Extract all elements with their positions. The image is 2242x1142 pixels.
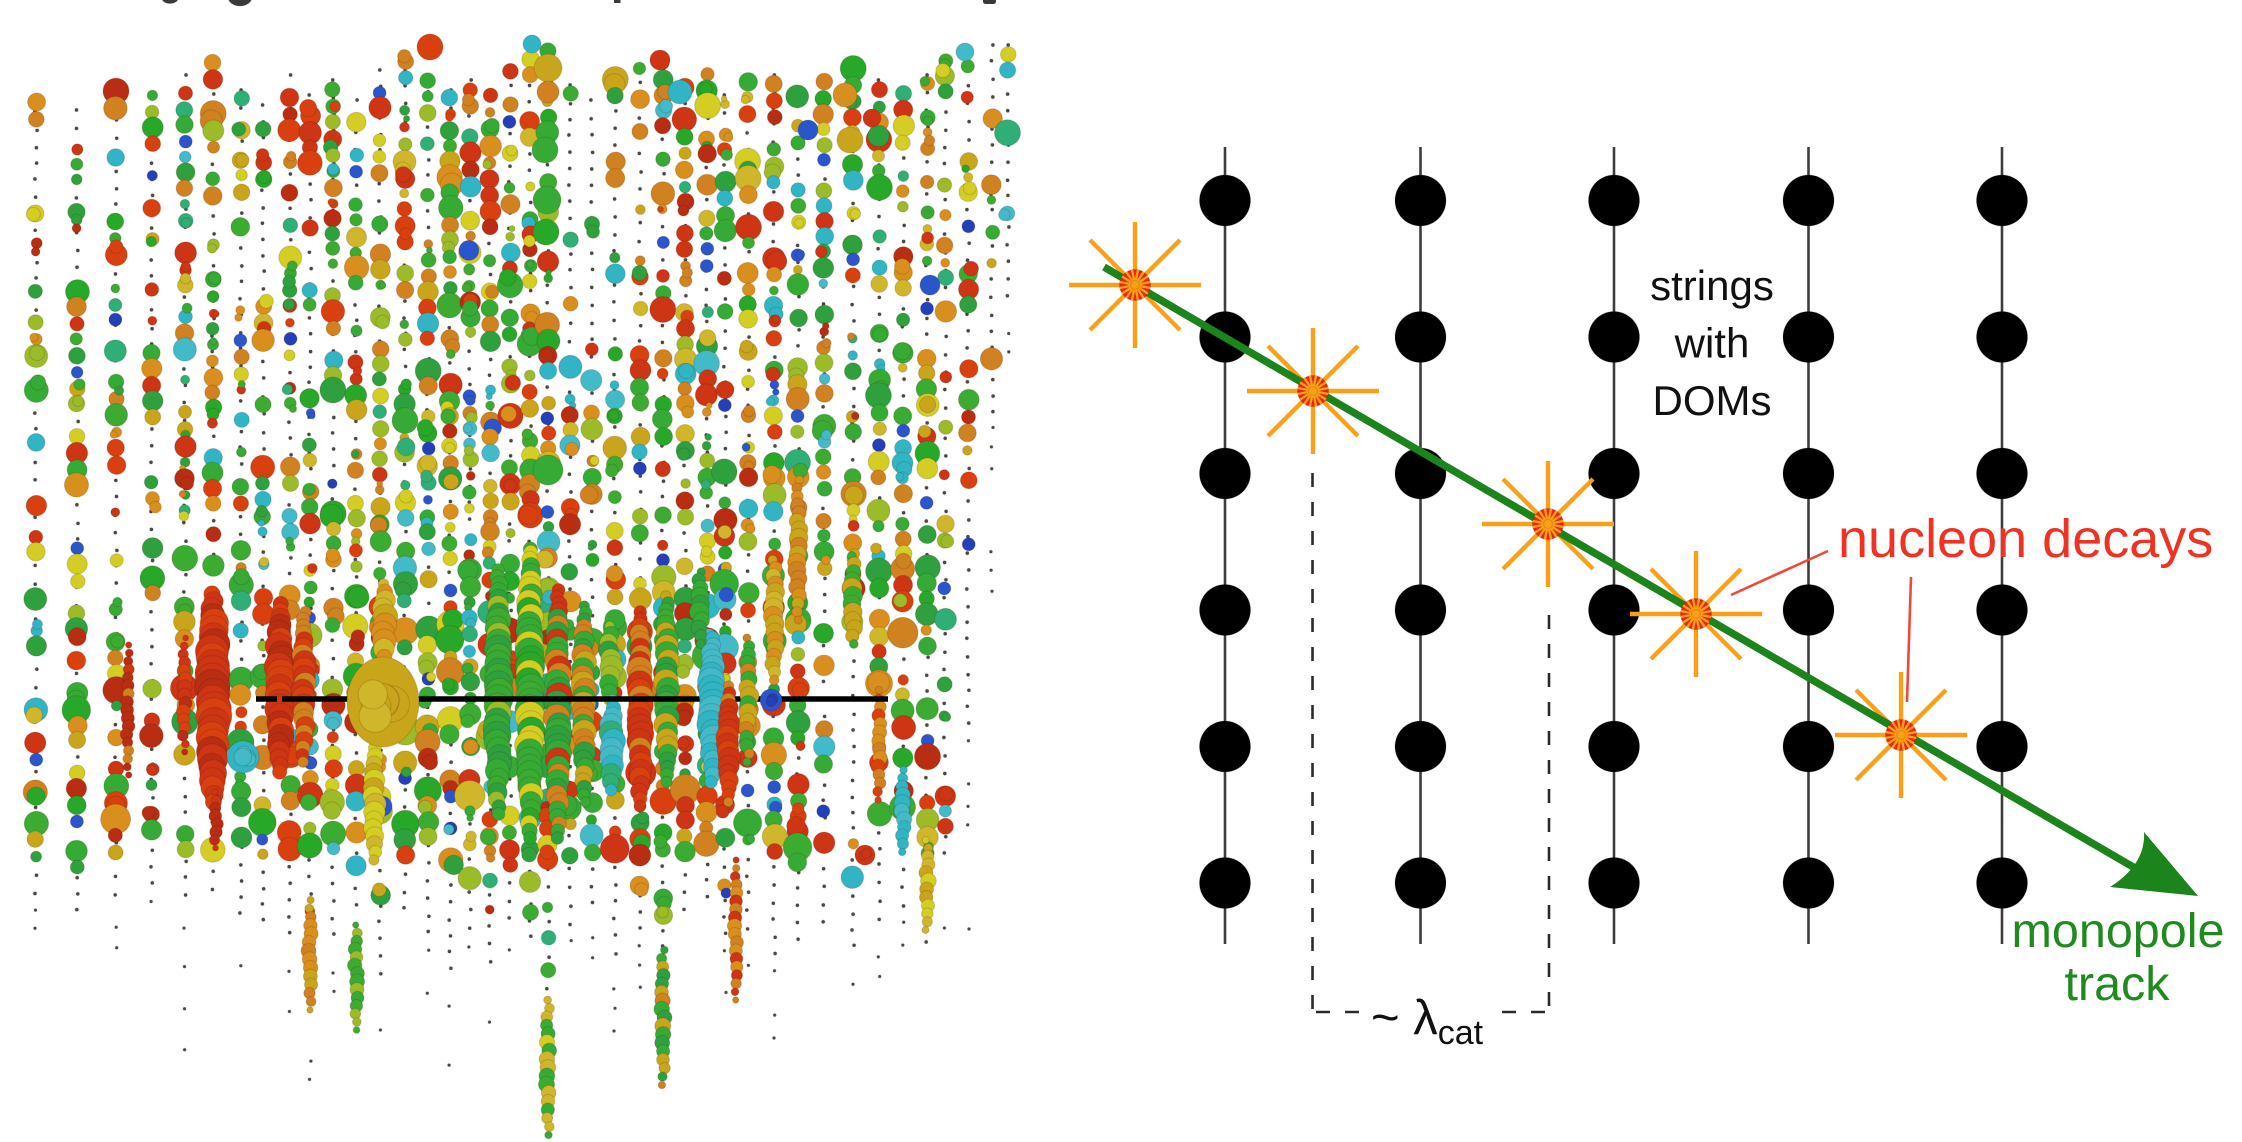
svg-text:nucleon decays: nucleon decays xyxy=(1838,509,2213,569)
svg-text:with: with xyxy=(1674,320,1750,367)
svg-text:DOMs: DOMs xyxy=(1653,377,1772,424)
svg-text:monopole: monopole xyxy=(2011,904,2224,958)
svg-text:strings: strings xyxy=(1650,262,1774,309)
svg-text:track: track xyxy=(2064,957,2170,1011)
